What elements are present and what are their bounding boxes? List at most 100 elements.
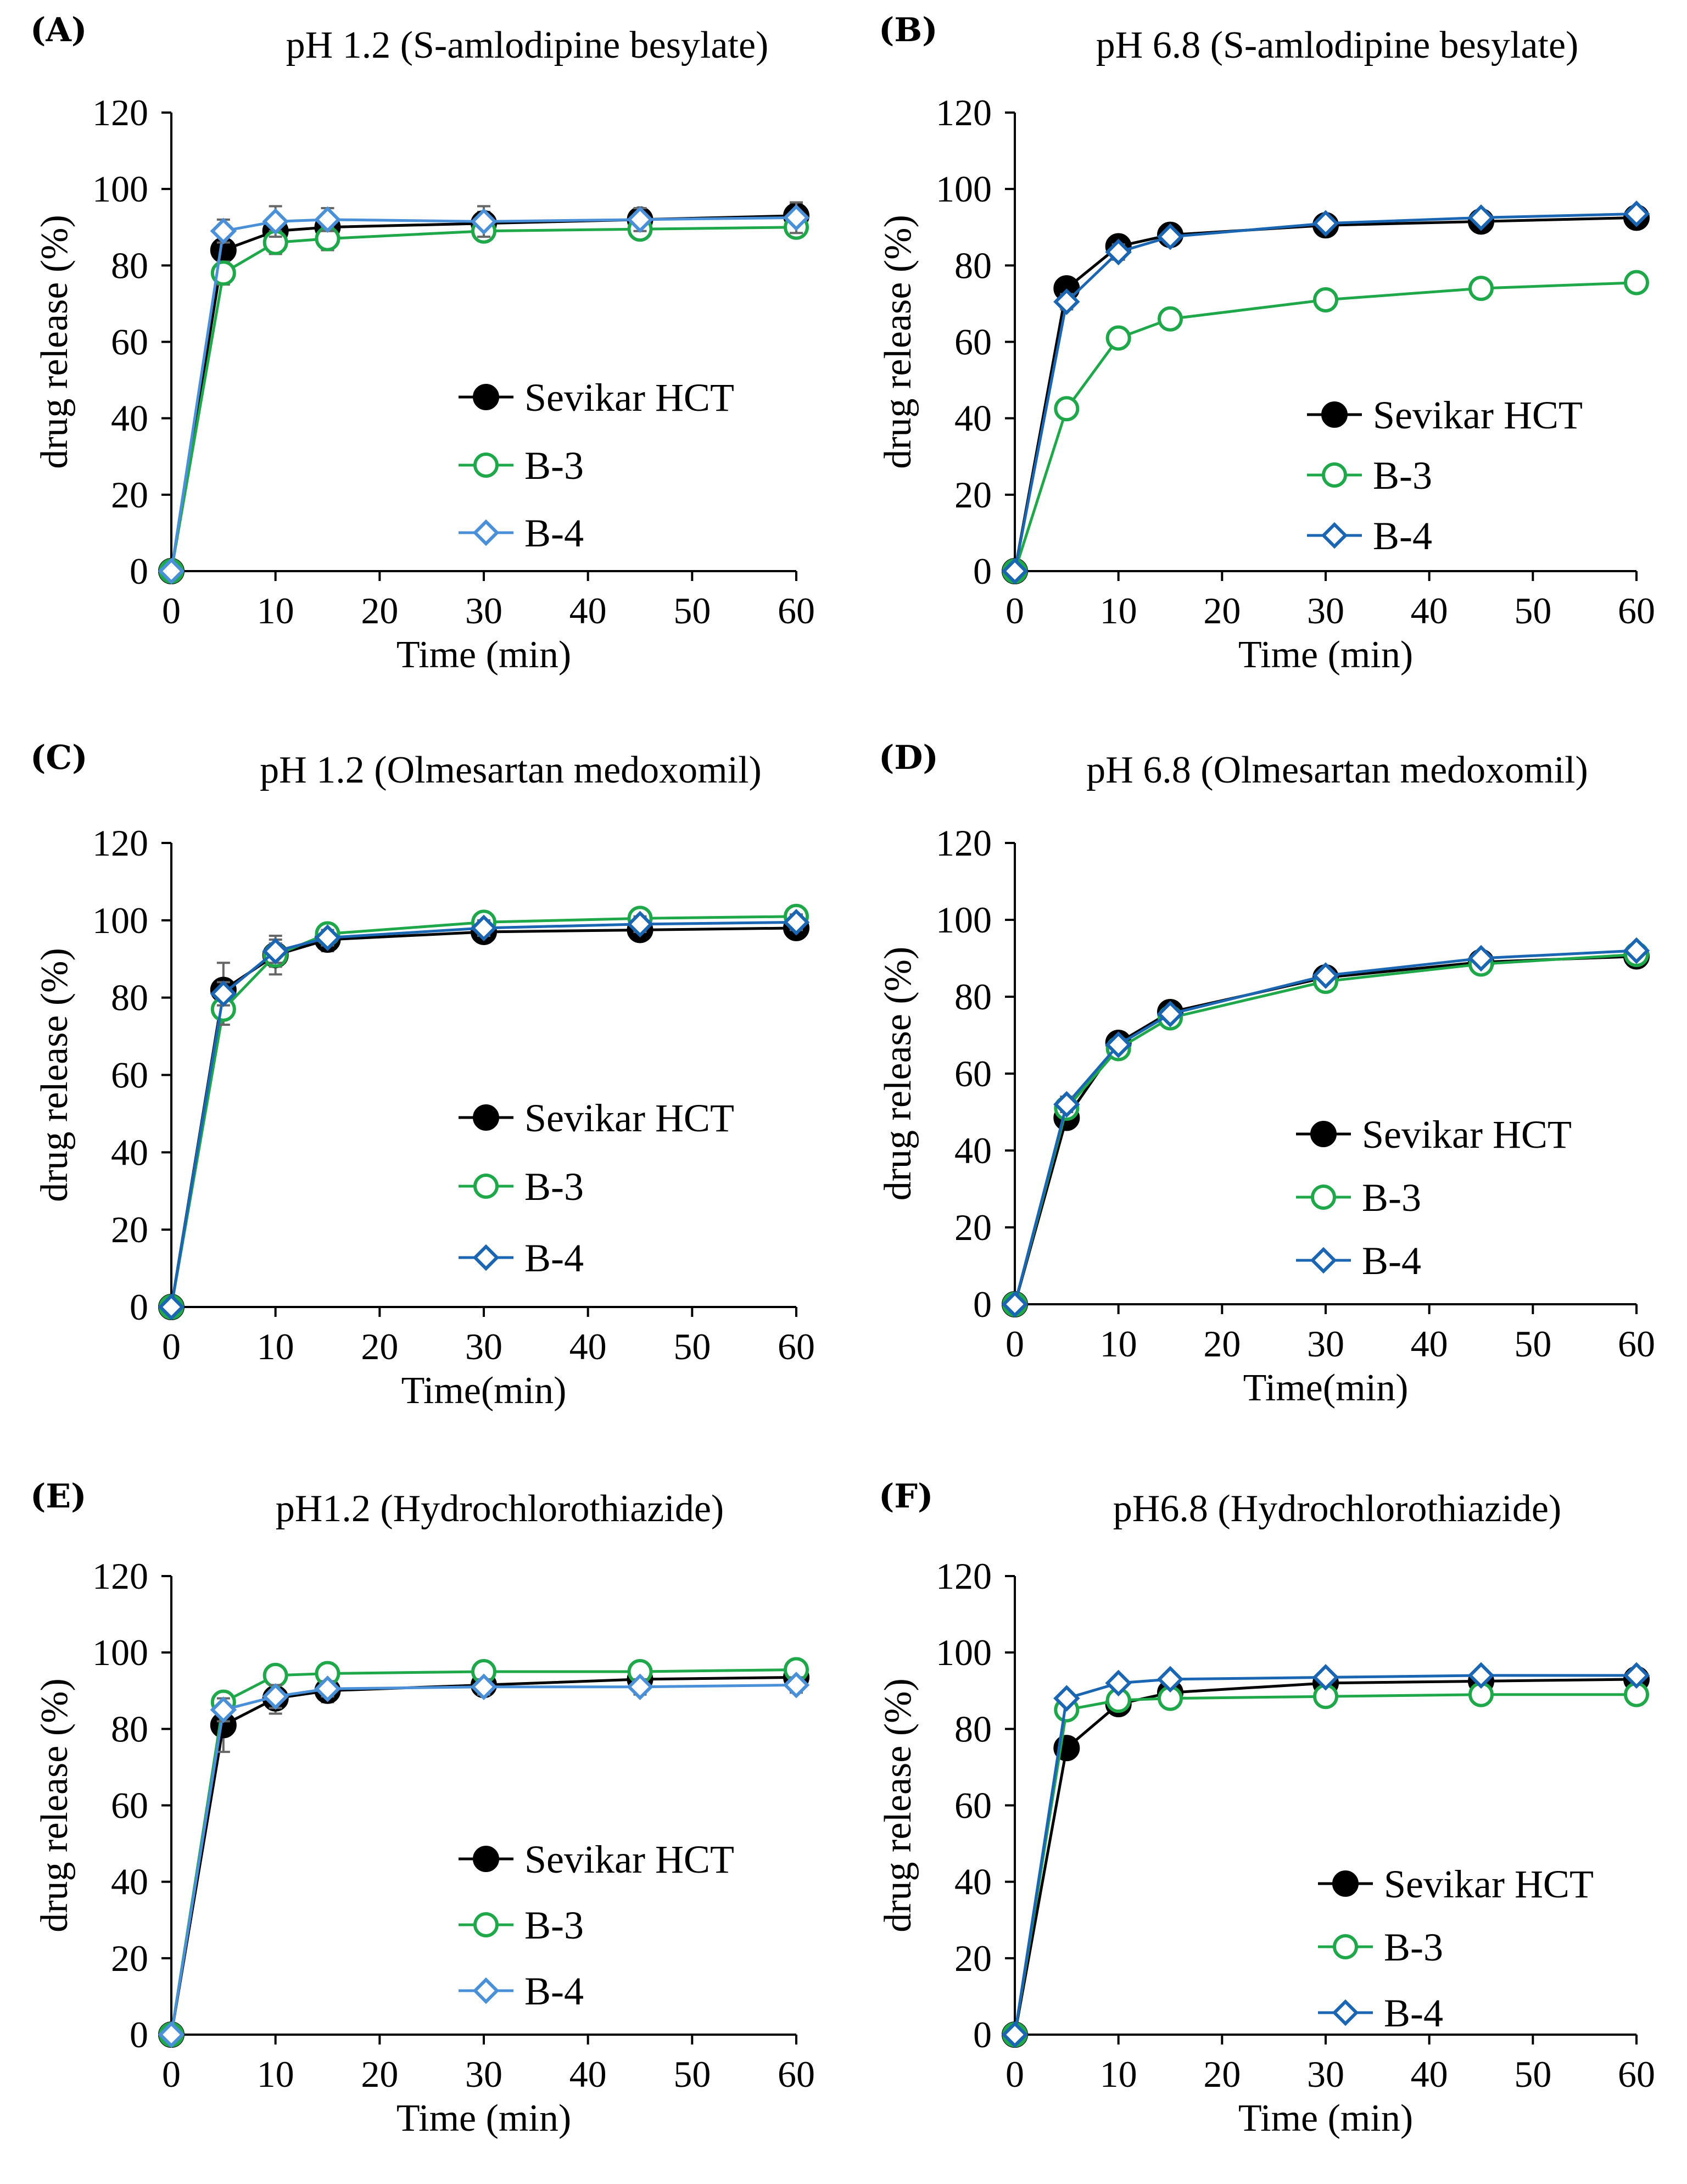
y-tick-label: 120: [92, 1555, 148, 1597]
y-tick-label: 40: [954, 1861, 992, 1903]
y-tick-label: 0: [130, 550, 148, 592]
x-tick-label: 50: [673, 1326, 711, 1367]
data-point: [1312, 210, 1339, 237]
legend-label: B-3: [1362, 1176, 1421, 1220]
x-tick-label: 10: [257, 2053, 294, 2095]
chart-panel-e: (E) pH1.2 (Hydrochlorothiazide) 0 20 40 60 80 1…: [30, 1477, 815, 2140]
chart-panel-a: (A) pH 1.2 (S-amlodipine besylate) 0 20 40 60…: [30, 11, 815, 676]
series-b-3: B-3: [159, 1657, 809, 2047]
y-tick-label: 40: [954, 398, 992, 439]
x-axis-label: Time (min): [396, 2097, 571, 2140]
y-tick-label: 0: [973, 2014, 992, 2055]
data-point: [262, 937, 289, 965]
data-point: [470, 208, 498, 235]
x-tick-label: 50: [1514, 2053, 1551, 2095]
y-tick-label: 60: [954, 321, 992, 363]
data-point: [158, 2021, 185, 2048]
y-tick-label: 40: [111, 398, 148, 439]
y-tick-label: 100: [92, 168, 148, 210]
y-tick-label: 100: [936, 899, 992, 941]
series-b-4: B-4: [1001, 937, 1650, 1318]
x-tick-label: 20: [1203, 590, 1241, 632]
y-tick-label: 80: [111, 244, 148, 286]
legend-marker: [472, 1977, 500, 2004]
data-point: [627, 911, 653, 938]
x-tick-label: 20: [361, 1326, 398, 1367]
legend-label: Sevikar HCT: [1373, 393, 1583, 437]
x-tick-label: 30: [1307, 1323, 1344, 1365]
legend-marker: [1321, 401, 1348, 428]
x-axis-label: Time (min): [1238, 634, 1413, 676]
legend-label: B-3: [1373, 454, 1432, 498]
y-tick-label: 120: [92, 92, 148, 133]
data-point: [1312, 962, 1339, 989]
x-tick-label: 30: [465, 590, 502, 632]
series-b-4: B-4: [1001, 200, 1650, 585]
chart-title: pH 1.2 (Olmesartan medoxomil): [260, 749, 762, 791]
series-sevikar-hct: Sevikar HCT: [1002, 1666, 1650, 2048]
data-point: [1001, 557, 1029, 585]
data-point: [783, 1672, 810, 1699]
legend-label: Sevikar HCT: [524, 1096, 734, 1140]
data-point: [1053, 1685, 1080, 1712]
y-tick-label: 20: [111, 474, 148, 516]
y-axis-label: drug release (%): [877, 1678, 919, 1932]
legend-label: B-3: [524, 1165, 584, 1209]
y-tick-label: 40: [111, 1861, 148, 1903]
chart-title: pH1.2 (Hydrochlorothiazide): [276, 1488, 724, 1530]
data-point: [1053, 288, 1080, 315]
data-point: [1623, 1662, 1650, 1689]
legend-marker: [1310, 1247, 1337, 1274]
y-tick-label: 60: [111, 321, 148, 363]
legend-marker: [473, 1174, 499, 1199]
chart-title: pH 6.8 (Olmesartan medoxomil): [1086, 749, 1588, 791]
data-point: [1105, 238, 1132, 266]
panel-label: (E): [30, 1477, 87, 1516]
data-point: [470, 914, 498, 942]
data-point: [627, 1673, 653, 1701]
series-b-4: B-4: [1001, 1662, 1650, 2048]
data-point: [262, 1683, 289, 1710]
chart-panel-f: (F) pH6.8 (Hydrochlorothiazide) 0 20 40 60 80 1…: [877, 1477, 1655, 2140]
series-sevikar-hct: Sevikar HCT: [1002, 204, 1650, 584]
y-tick-label: 40: [111, 1131, 148, 1173]
x-tick-label: 10: [257, 590, 294, 632]
series-b-3: B-3: [1002, 270, 1649, 584]
data-point: [314, 1675, 341, 1702]
chart-title: pH 6.8 (S-amlodipine besylate): [1096, 24, 1579, 66]
legend-label: Sevikar HCT: [1384, 1862, 1594, 1906]
data-point: [1001, 2021, 1029, 2048]
x-tick-label: 0: [162, 1326, 181, 1367]
legend-marker: [1322, 462, 1347, 488]
data-point: [1157, 1001, 1184, 1027]
legend-label: B-3: [1384, 1925, 1443, 1969]
x-tick-label: 30: [1307, 590, 1344, 632]
x-tick-label: 50: [1514, 1323, 1551, 1365]
x-tick-label: 40: [569, 590, 607, 632]
x-tick-label: 20: [1203, 2053, 1241, 2095]
x-tick-label: 10: [257, 1326, 294, 1367]
x-tick-label: 40: [569, 1326, 607, 1367]
series-b-4: B-4: [158, 909, 810, 1321]
y-tick-label: 0: [130, 1286, 148, 1328]
x-tick-label: 60: [778, 1326, 815, 1367]
panel-label: (F): [879, 1477, 933, 1516]
data-point: [1001, 1291, 1029, 1318]
data-point: [1468, 276, 1494, 301]
series-line: [1013, 1678, 1637, 2035]
y-tick-label: 120: [92, 822, 148, 864]
x-tick-label: 50: [673, 2053, 711, 2095]
data-point: [210, 1696, 237, 1723]
x-tick-label: 50: [673, 590, 711, 632]
y-axis-label: drug release (%): [33, 1678, 76, 1932]
legend-marker: [473, 1104, 499, 1131]
legend-marker: [1321, 522, 1348, 549]
data-point: [1157, 1666, 1184, 1693]
y-tick-label: 80: [954, 244, 992, 286]
legend-marker: [473, 1846, 499, 1872]
y-tick-label: 120: [936, 822, 992, 864]
y-tick-label: 20: [954, 474, 992, 516]
data-point: [783, 909, 810, 936]
data-point: [1053, 1091, 1080, 1118]
